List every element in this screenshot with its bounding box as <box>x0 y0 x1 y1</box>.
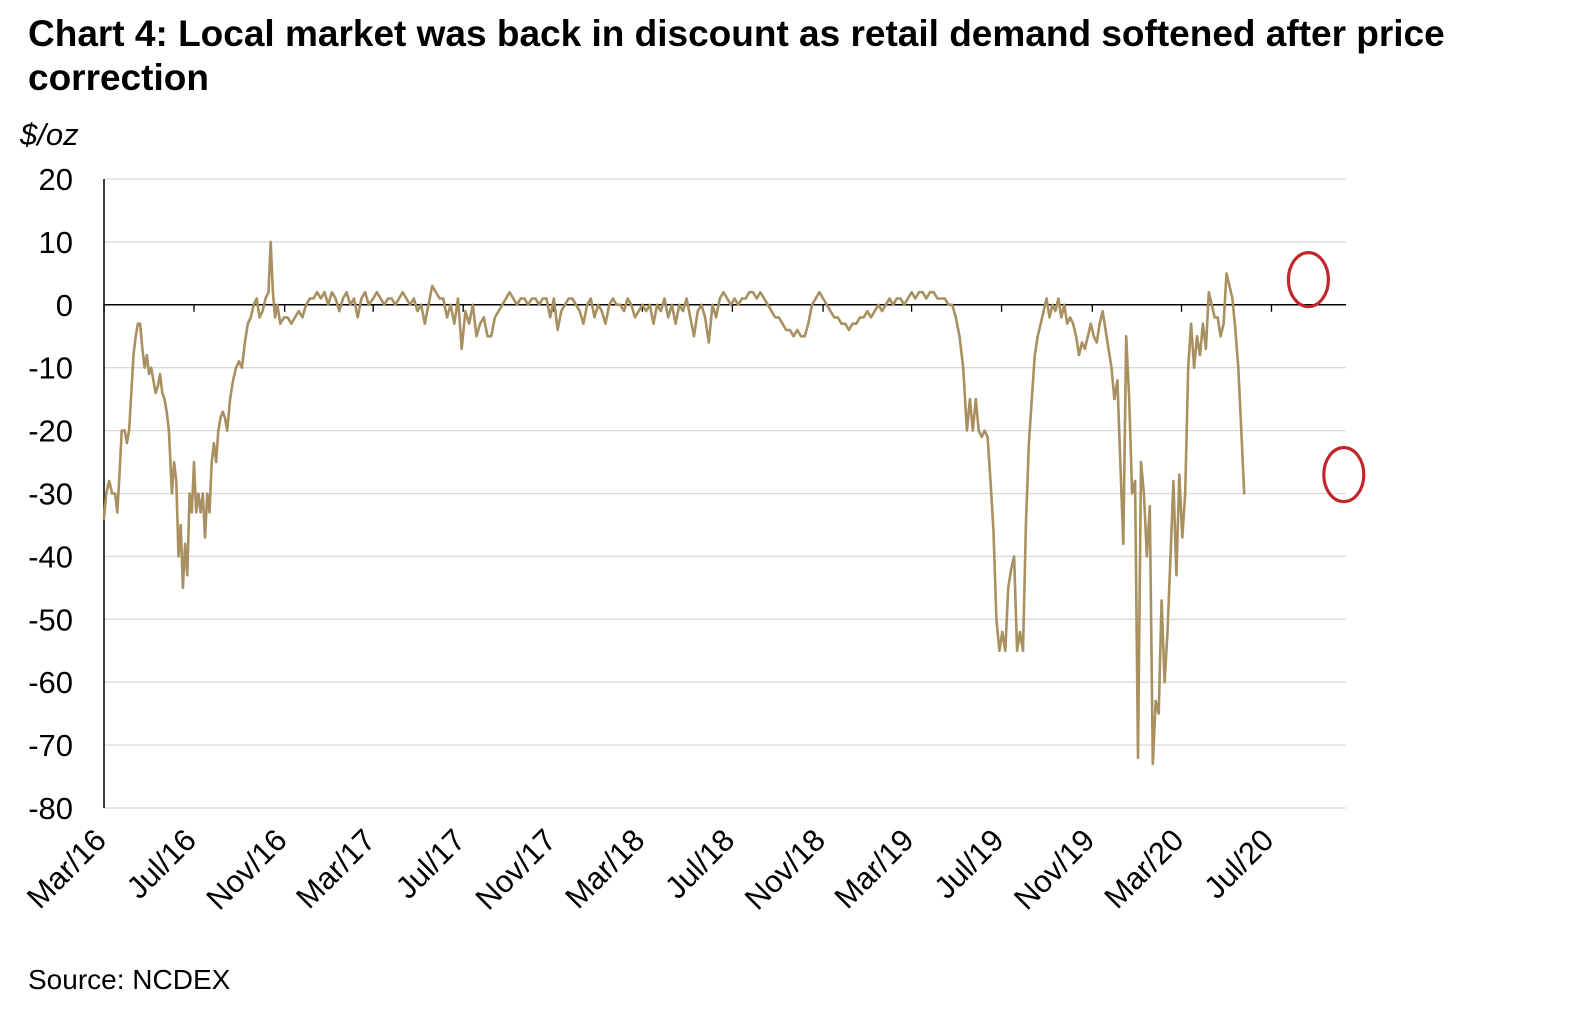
source-note: Source: NCDEX <box>28 964 231 995</box>
x-tick-label: Mar/20 <box>1098 822 1191 915</box>
x-tick-label: Jul/18 <box>658 822 741 905</box>
x-tick-label: Mar/16 <box>20 822 113 915</box>
y-tick-label: -50 <box>28 602 73 637</box>
y-tick-label: -40 <box>28 539 73 574</box>
y-tick-labels: 20 10 0 -10 -20 -30 -40 -50 -60 -70 -80 <box>28 162 73 826</box>
x-tick-label: Nov/17 <box>469 822 563 916</box>
y-tick-label: 0 <box>56 288 73 323</box>
y-tick-label: -30 <box>28 477 73 512</box>
gridlines <box>104 178 1346 746</box>
x-tick-label: Mar/18 <box>558 822 651 915</box>
highlight-circle <box>1322 446 1366 504</box>
axes <box>103 179 1346 809</box>
x-tick-label: Jul/16 <box>120 822 203 905</box>
x-tick-label: Jul/19 <box>927 822 1010 905</box>
y-tick-label: -20 <box>28 414 73 449</box>
x-tick-label: Jul/17 <box>389 822 472 905</box>
chart-title: Chart 4: Local market was back in discou… <box>28 13 1445 98</box>
y-tick-label: -70 <box>28 728 73 763</box>
y-tick-label: 20 <box>39 162 73 197</box>
y-tick-label: -80 <box>28 791 73 826</box>
x-tick-label: Jul/20 <box>1197 822 1280 905</box>
y-axis-unit-label: $/oz <box>20 117 79 152</box>
series-group <box>102 240 1246 766</box>
x-tick-label: Nov/19 <box>1007 822 1101 916</box>
series-line <box>102 240 1246 766</box>
x-tick-label: Nov/16 <box>199 822 293 916</box>
y-tick-label: -10 <box>28 351 73 386</box>
x-tick-label: Nov/18 <box>738 822 832 916</box>
highlight-circle <box>1286 251 1330 309</box>
x-tick-label: Mar/19 <box>828 822 921 915</box>
y-tick-label: -60 <box>28 665 73 700</box>
annotations-group <box>1286 251 1366 504</box>
x-tick-label: Mar/17 <box>289 822 382 915</box>
y-tick-label: 10 <box>39 225 73 260</box>
